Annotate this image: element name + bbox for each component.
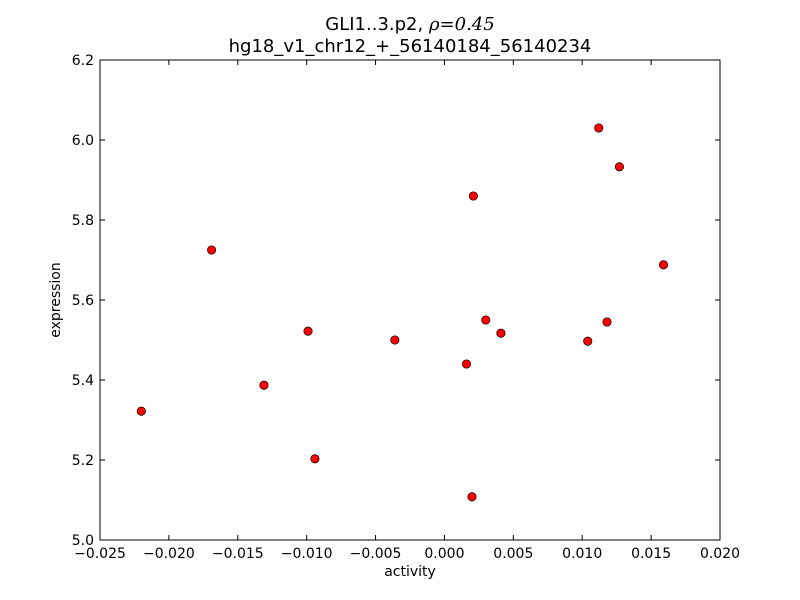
x-tick-label: −0.020 — [143, 546, 195, 562]
y-tick-label: 6.2 — [72, 53, 94, 69]
chart-title-rho: ρ=0.45 — [428, 14, 495, 35]
data-point — [602, 317, 612, 327]
data-point — [467, 492, 477, 502]
x-tick-label: 0.020 — [700, 546, 740, 562]
x-tick-label: −0.025 — [74, 546, 126, 562]
x-tick-label: 0.015 — [631, 546, 671, 562]
y-tick-label: 6.0 — [72, 133, 94, 149]
x-tick-label: −0.010 — [281, 546, 333, 562]
data-point — [303, 326, 313, 336]
x-tick-label: 0.000 — [424, 546, 464, 562]
plot-frame — [99, 59, 721, 541]
x-axis-label: activity — [384, 564, 436, 580]
y-tick-label: 5.4 — [72, 373, 94, 389]
points-layer — [136, 123, 669, 502]
data-point — [658, 260, 669, 270]
chart-subtitle: hg18_v1_chr12_+_56140184_56140234 — [229, 36, 592, 57]
data-point — [594, 123, 604, 133]
data-point — [461, 359, 472, 369]
x-tick-label: 0.010 — [562, 546, 602, 562]
data-point — [390, 335, 400, 345]
data-point — [481, 315, 491, 325]
x-tick-label: −0.005 — [350, 546, 402, 562]
data-point — [583, 336, 593, 346]
data-point — [310, 454, 320, 464]
y-tick-label: 5.2 — [72, 453, 94, 469]
y-tick-label: 5.0 — [72, 533, 94, 549]
y-tick-label: 5.6 — [72, 293, 94, 309]
data-point — [136, 406, 146, 416]
x-tick-label: −0.015 — [212, 546, 264, 562]
data-point — [496, 328, 506, 338]
chart-title-name: GLI1..3.p2, — [325, 14, 423, 35]
data-point — [259, 380, 269, 390]
ticks-layer: −0.025 −0.020 −0.015 −0.010 −0.005 0.000 0.005… — [72, 53, 740, 562]
data-point — [614, 162, 624, 172]
chart-title: GLI1..3.p2, ρ=0.45 — [325, 14, 494, 35]
data-point — [468, 191, 478, 201]
y-tick-label: 5.8 — [72, 213, 94, 229]
data-point — [207, 245, 217, 255]
x-tick-label: 0.005 — [493, 546, 533, 562]
y-axis-label: expression — [48, 262, 64, 338]
